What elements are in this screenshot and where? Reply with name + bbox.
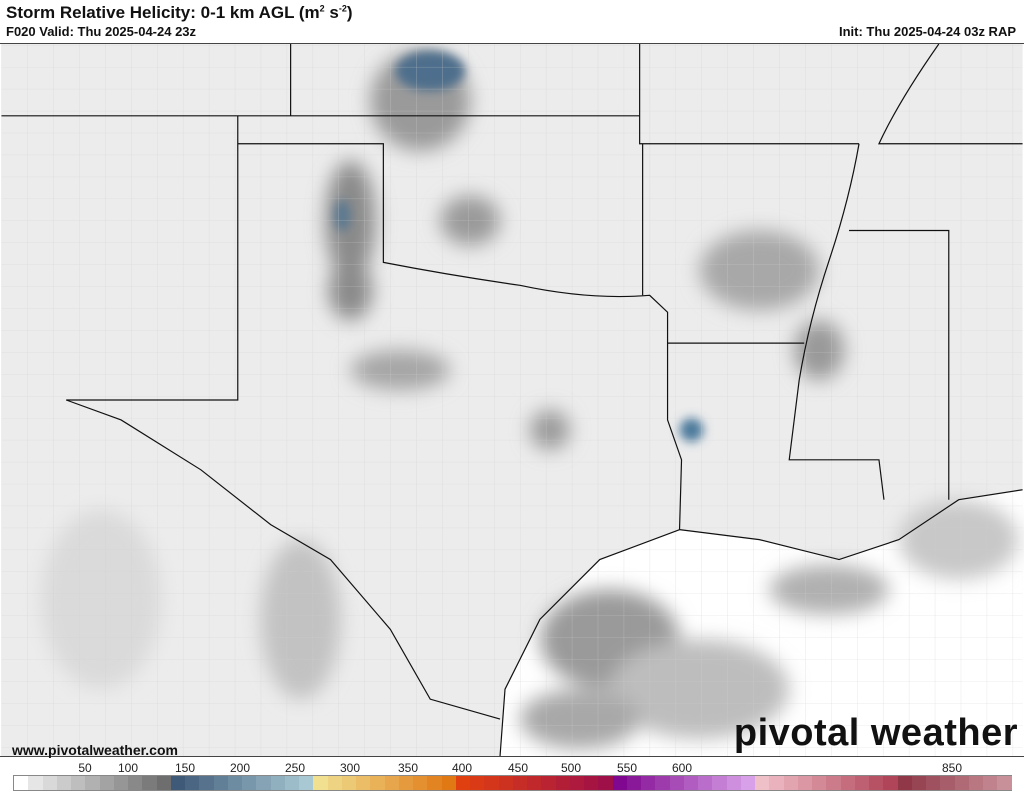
- colorbar-cell: [897, 776, 912, 790]
- colorbar-cell: [641, 776, 656, 790]
- colorbar-cell: [384, 776, 399, 790]
- helicity-map: [0, 43, 1024, 757]
- colorbar-cell: [883, 776, 898, 790]
- colorbar-cell: [341, 776, 356, 790]
- colorbar-cell: [270, 776, 285, 790]
- colorbar-tick-label: 200: [229, 761, 251, 775]
- colorbar-cell: [413, 776, 428, 790]
- colorbar-cell: [683, 776, 698, 790]
- website-url[interactable]: www.pivotalweather.com: [12, 742, 178, 758]
- map-title: Storm Relative Helicity: 0-1 km AGL (m2 …: [6, 3, 353, 22]
- state-borders: [1, 44, 1023, 756]
- colorbar-cell: [455, 776, 470, 790]
- colorbar-tick-label: 150: [174, 761, 196, 775]
- colorbar-cell: [541, 776, 556, 790]
- colorbar-cell: [327, 776, 342, 790]
- colorbar-cell: [484, 776, 499, 790]
- colorbar-cell: [555, 776, 570, 790]
- colorbar-tick-label: 400: [451, 761, 473, 775]
- colorbar-cell: [612, 776, 627, 790]
- colorbar-tick-label: 350: [397, 761, 419, 775]
- colorbar-cell: [56, 776, 71, 790]
- colorbar-tick-label: 500: [560, 761, 582, 775]
- colorbar-cell: [926, 776, 941, 790]
- colorbar-cell: [783, 776, 798, 790]
- colorbar-cell: [299, 776, 314, 790]
- colorbar-cell: [726, 776, 741, 790]
- colorbar-cell: [242, 776, 257, 790]
- colorbar-cell: [427, 776, 442, 790]
- colorbar-cell: [812, 776, 827, 790]
- colorbar-cell: [911, 776, 926, 790]
- colorbar-cell: [441, 776, 456, 790]
- valid-time: F020 Valid: Thu 2025-04-24 23z: [6, 24, 197, 39]
- colorbar-cell: [712, 776, 727, 790]
- colorbar-tick-label: 50: [78, 761, 92, 775]
- colorbar-cell: [370, 776, 385, 790]
- colorbar-cell: [797, 776, 812, 790]
- colorbar-cell: [42, 776, 57, 790]
- colorbar-cell: [313, 776, 328, 790]
- colorbar-tick-label: 250: [284, 761, 306, 775]
- colorbar-tick-label: 600: [671, 761, 693, 775]
- colorbar-cell: [470, 776, 485, 790]
- colorbar-cell: [71, 776, 86, 790]
- colorbar-cell: [227, 776, 242, 790]
- colorbar-cell: [655, 776, 670, 790]
- colorbar-tick-label: 450: [507, 761, 529, 775]
- colorbar-cell: [626, 776, 641, 790]
- colorbar-cell: [527, 776, 542, 790]
- colorbar-cell: [769, 776, 784, 790]
- colorbar-cell: [398, 776, 413, 790]
- colorbar-cell: [755, 776, 770, 790]
- colorbar-tick-label: 850: [941, 761, 963, 775]
- colorbar-cell: [669, 776, 684, 790]
- colorbar-cell: [498, 776, 513, 790]
- colorbar-cell: [14, 776, 29, 790]
- colorbar-cell: [128, 776, 143, 790]
- colorbar-cell: [968, 776, 983, 790]
- colorbar-cell: [85, 776, 100, 790]
- colorbar-tick-label: 100: [117, 761, 139, 775]
- init-time: Init: Thu 2025-04-24 03z RAP: [839, 24, 1016, 39]
- pivotal-weather-logo: pivotal weather: [733, 712, 1018, 754]
- colorbar-cell: [698, 776, 713, 790]
- colorbar-cell: [826, 776, 841, 790]
- colorbar-cell: [869, 776, 884, 790]
- colorbar-cell: [512, 776, 527, 790]
- colorbar-cell: [142, 776, 157, 790]
- colorbar-cell: [598, 776, 613, 790]
- colorbar-cell: [99, 776, 114, 790]
- colorbar-tick-label: 300: [339, 761, 361, 775]
- colorbar-tick-label: 550: [616, 761, 638, 775]
- colorbar-cell: [740, 776, 755, 790]
- colorbar-cell: [997, 776, 1012, 790]
- colorbar-cell: [983, 776, 998, 790]
- colorbar: [13, 775, 1012, 791]
- colorbar-cell: [284, 776, 299, 790]
- colorbar-cell: [156, 776, 171, 790]
- colorbar-cell: [940, 776, 955, 790]
- colorbar-cell: [170, 776, 185, 790]
- colorbar-cell: [256, 776, 271, 790]
- colorbar-cell: [569, 776, 584, 790]
- colorbar-cell: [185, 776, 200, 790]
- colorbar-cell: [840, 776, 855, 790]
- colorbar-cell: [584, 776, 599, 790]
- colorbar-cell: [199, 776, 214, 790]
- colorbar-cell: [954, 776, 969, 790]
- colorbar-cell: [356, 776, 371, 790]
- colorbar-cell: [113, 776, 128, 790]
- colorbar-cell: [854, 776, 869, 790]
- colorbar-cell: [213, 776, 228, 790]
- colorbar-cell: [28, 776, 43, 790]
